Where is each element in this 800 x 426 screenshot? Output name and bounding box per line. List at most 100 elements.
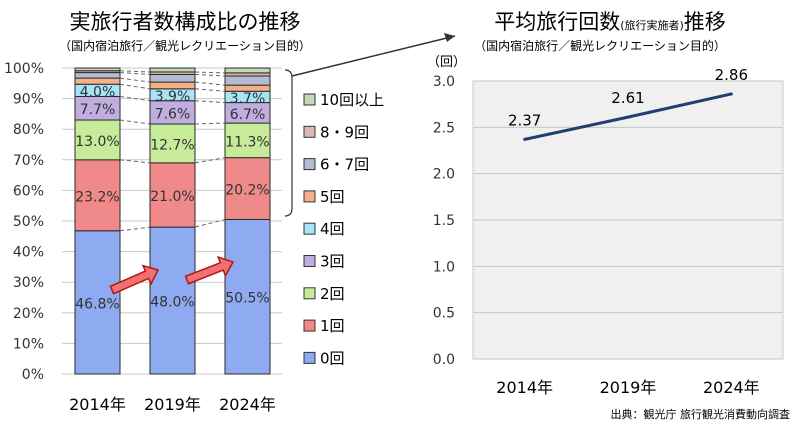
- legend-swatch: [303, 222, 316, 235]
- connector-line: [119, 159, 151, 164]
- bar-segment: [224, 84, 271, 92]
- source-note: 出典：観光庁 旅行観光消費動向調査: [611, 407, 791, 421]
- y-axis-unit: （回）: [427, 55, 466, 70]
- y-tick-label: 100%: [4, 61, 44, 77]
- arrow-shape: [184, 255, 235, 285]
- bar-segment: [224, 122, 271, 159]
- x-tick-label: 2024年: [219, 395, 276, 414]
- bar-segment: [149, 73, 196, 83]
- arrow-shape: [109, 264, 160, 295]
- data-label: 2.61: [611, 89, 644, 107]
- data-label: 48.0%: [150, 295, 194, 311]
- pointer-line: [291, 35, 456, 77]
- bar-segment: [224, 75, 271, 86]
- y-tick-label: 1.5: [433, 213, 455, 229]
- x-tick-label: 2019年: [600, 378, 657, 397]
- connector-line: [194, 100, 226, 104]
- right-chart-title: 平均旅行回数(旅行実施者)推移: [494, 10, 726, 34]
- y-tick-label: 90%: [13, 92, 44, 108]
- right-title-note: (旅行実施者): [620, 18, 684, 32]
- connector-line: [119, 119, 151, 125]
- right-chart-subtitle: （国内宿泊旅行／観光レクリエーション目的）: [474, 38, 726, 53]
- bar-segment: [149, 123, 196, 164]
- legend-label: 1回: [320, 317, 345, 335]
- connector-line: [119, 83, 151, 90]
- connector-line: [194, 73, 226, 77]
- legend-label: 5回: [320, 188, 345, 206]
- data-label: 4.0%: [80, 84, 116, 100]
- connector-line: [119, 226, 151, 232]
- brace: [284, 69, 293, 217]
- data-point: [729, 92, 733, 96]
- x-tick-label: 2024年: [703, 378, 760, 397]
- legend-label: 10回以上: [320, 91, 384, 109]
- pointer-arrowhead-icon: [444, 33, 455, 42]
- data-label: 12.7%: [150, 137, 194, 153]
- bar-segment: [74, 230, 121, 375]
- legend-swatch: [303, 319, 316, 332]
- bar-segment: [224, 218, 271, 375]
- data-label: 20.2%: [225, 183, 269, 199]
- data-label: 6.7%: [230, 107, 266, 123]
- legend-swatch: [303, 93, 316, 106]
- connector-line: [194, 81, 226, 86]
- trend-arrow-icon: [184, 255, 235, 285]
- y-tick-label: 40%: [13, 245, 44, 261]
- data-label: 2.37: [508, 111, 541, 129]
- data-label: 7.7%: [80, 102, 116, 118]
- legend-swatch: [303, 190, 316, 203]
- data-point: [523, 137, 527, 141]
- x-tick-label: 2019年: [144, 395, 201, 414]
- data-label: 21.0%: [150, 189, 194, 205]
- y-tick-label: 30%: [13, 275, 44, 291]
- data-label: 3.9%: [155, 89, 191, 105]
- legend-swatch: [303, 351, 316, 364]
- trend-arrow-icon: [109, 264, 160, 295]
- legend-swatch: [303, 287, 316, 300]
- data-label: 7.6%: [155, 106, 191, 122]
- data-point: [626, 115, 630, 119]
- y-tick-label: 60%: [13, 183, 44, 199]
- y-tick-label: 10%: [13, 336, 44, 352]
- connector-line: [194, 218, 226, 228]
- x-tick-label: 2014年: [69, 395, 126, 414]
- y-tick-label: 0%: [22, 367, 44, 383]
- legend-label: 2回: [320, 285, 345, 303]
- data-label: 50.5%: [225, 291, 269, 307]
- legend-label: 4回: [320, 220, 345, 238]
- bar-segment: [224, 157, 271, 220]
- bar-segment: [74, 77, 121, 85]
- connector-line: [194, 122, 226, 125]
- data-label: 23.2%: [75, 189, 119, 205]
- data-label: 3.7%: [230, 91, 266, 107]
- bar-segment: [74, 67, 121, 72]
- left-chart-subtitle: （国内宿泊旅行／観光レクリエーション目的）: [59, 38, 311, 53]
- right-title-main: 平均旅行回数: [494, 10, 620, 34]
- connector-line: [194, 71, 226, 74]
- y-tick-label: 1.0: [433, 259, 455, 275]
- data-label: 46.8%: [75, 296, 119, 312]
- y-tick-label: 2.5: [433, 120, 455, 136]
- y-tick-label: 80%: [13, 122, 44, 138]
- connector-line: [119, 72, 151, 75]
- y-tick-label: 50%: [13, 214, 44, 230]
- legend-swatch: [303, 125, 316, 138]
- bar-segment: [149, 67, 196, 73]
- legend-swatch: [303, 255, 316, 267]
- legend-label: 8・9回: [320, 123, 369, 141]
- bar-segment: [224, 67, 271, 74]
- connector-line: [194, 88, 226, 92]
- data-label: 11.3%: [225, 134, 269, 150]
- y-tick-label: 0.5: [433, 306, 455, 322]
- y-tick-label: 20%: [13, 306, 44, 322]
- connector-line: [194, 157, 226, 164]
- connector-line: [119, 77, 151, 83]
- data-label: 2.86: [715, 66, 748, 84]
- legend-label: 3回: [320, 253, 345, 271]
- y-tick-label: 70%: [13, 153, 44, 169]
- legend-label: 6・7回: [320, 156, 369, 174]
- bar-segment: [74, 119, 121, 161]
- y-tick-label: 3.0: [433, 74, 455, 90]
- legend-swatch: [303, 158, 316, 171]
